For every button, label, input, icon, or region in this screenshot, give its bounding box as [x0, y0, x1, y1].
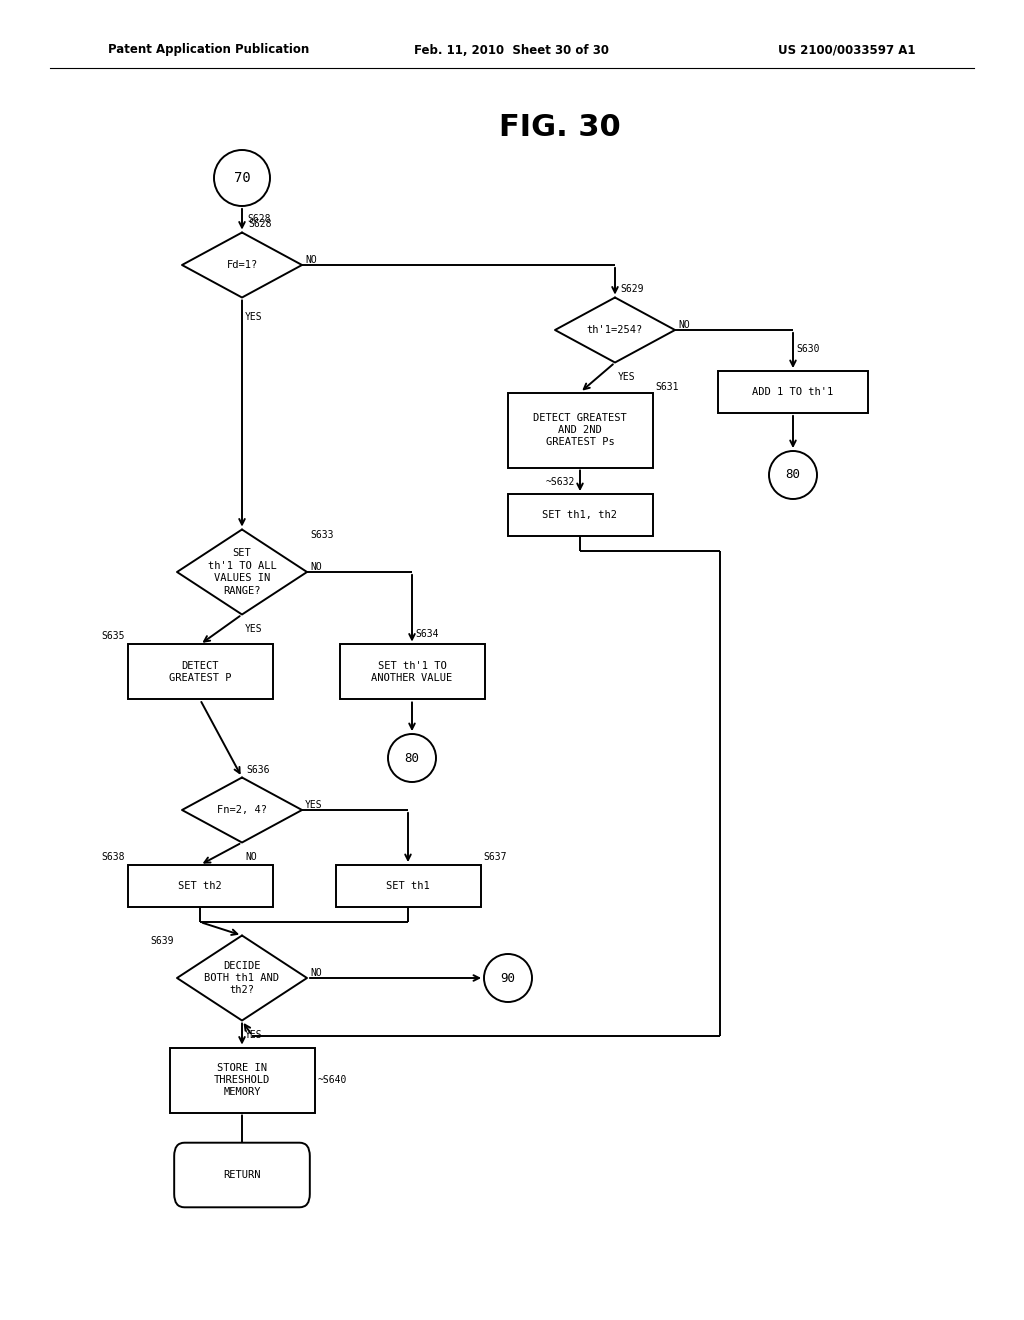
Text: US 2100/0033597 A1: US 2100/0033597 A1: [778, 44, 916, 57]
Text: SET th1, th2: SET th1, th2: [543, 510, 617, 520]
Text: S637: S637: [483, 851, 507, 862]
Text: NO: NO: [310, 562, 322, 572]
Text: NO: NO: [305, 255, 316, 265]
Text: 90: 90: [501, 972, 515, 985]
Text: FIG. 30: FIG. 30: [499, 114, 621, 143]
Text: ~S640: ~S640: [317, 1074, 347, 1085]
Ellipse shape: [484, 954, 532, 1002]
Bar: [128, 865, 272, 907]
Text: Fd=1?: Fd=1?: [226, 260, 258, 271]
Text: S638: S638: [101, 851, 125, 862]
Ellipse shape: [388, 734, 436, 781]
Bar: [336, 865, 480, 907]
Text: SET th'1 TO
ANOTHER VALUE: SET th'1 TO ANOTHER VALUE: [372, 661, 453, 684]
Text: SET th1: SET th1: [386, 880, 430, 891]
Text: STORE IN
THRESHOLD
MEMORY: STORE IN THRESHOLD MEMORY: [214, 1063, 270, 1097]
Bar: [340, 644, 484, 700]
Text: SET
th'1 TO ALL
VALUES IN
RANGE?: SET th'1 TO ALL VALUES IN RANGE?: [208, 548, 276, 595]
Text: NO: NO: [245, 853, 257, 862]
Text: S633: S633: [310, 529, 334, 540]
Text: S636: S636: [246, 764, 269, 775]
Bar: [508, 494, 652, 536]
Bar: [508, 392, 652, 467]
Ellipse shape: [769, 451, 817, 499]
Text: ~S632: ~S632: [546, 477, 575, 487]
Text: S628: S628: [247, 214, 270, 224]
Text: th'1=254?: th'1=254?: [587, 325, 643, 335]
Text: SET th2: SET th2: [178, 880, 222, 891]
Bar: [128, 644, 272, 700]
Text: S635: S635: [101, 631, 125, 642]
Text: S634: S634: [415, 630, 438, 639]
Text: S630: S630: [796, 345, 819, 354]
Text: 80: 80: [404, 751, 420, 764]
Text: Feb. 11, 2010  Sheet 30 of 30: Feb. 11, 2010 Sheet 30 of 30: [415, 44, 609, 57]
Text: YES: YES: [245, 313, 262, 322]
Text: 80: 80: [785, 469, 801, 482]
Text: ADD 1 TO th'1: ADD 1 TO th'1: [753, 387, 834, 397]
Text: S628: S628: [248, 219, 271, 230]
Text: S631: S631: [655, 383, 679, 392]
Text: YES: YES: [305, 800, 323, 810]
Text: DECIDE
BOTH th1 AND
th2?: DECIDE BOTH th1 AND th2?: [205, 961, 280, 995]
Text: YES: YES: [245, 1031, 262, 1040]
Text: RETURN: RETURN: [223, 1170, 261, 1180]
Ellipse shape: [214, 150, 270, 206]
Text: DETECT GREATEST
AND 2ND
GREATEST Ps: DETECT GREATEST AND 2ND GREATEST Ps: [534, 413, 627, 447]
Text: YES: YES: [618, 372, 636, 383]
FancyBboxPatch shape: [174, 1143, 310, 1208]
Text: Fn=2, 4?: Fn=2, 4?: [217, 805, 267, 814]
Text: DETECT
GREATEST P: DETECT GREATEST P: [169, 661, 231, 684]
Text: 70: 70: [233, 172, 251, 185]
Text: NO: NO: [310, 968, 322, 978]
Text: YES: YES: [245, 624, 262, 635]
Bar: [170, 1048, 314, 1113]
Bar: [718, 371, 868, 413]
Text: NO: NO: [678, 319, 690, 330]
Text: S629: S629: [620, 285, 643, 294]
Text: S639: S639: [151, 936, 174, 945]
Text: Patent Application Publication: Patent Application Publication: [108, 44, 309, 57]
